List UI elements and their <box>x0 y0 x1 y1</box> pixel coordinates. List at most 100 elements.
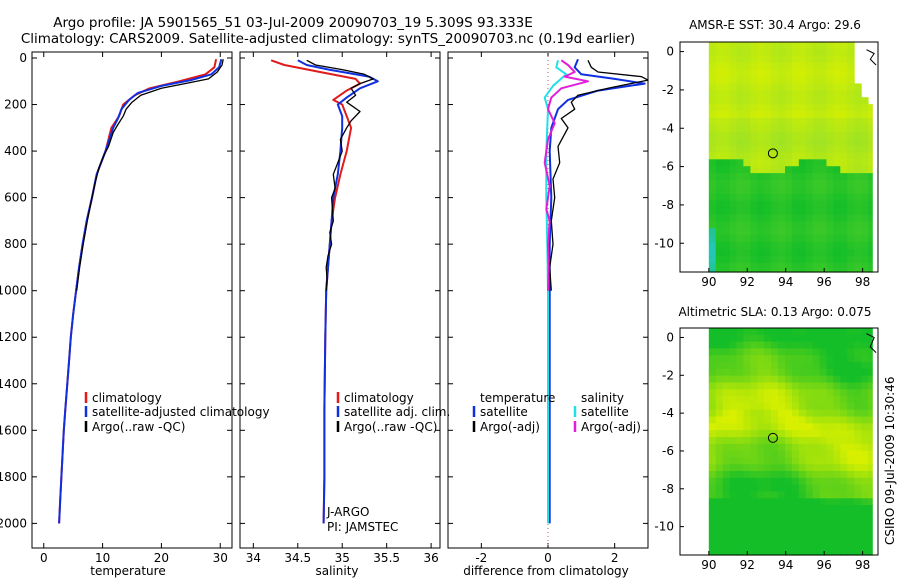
sst_map-cell <box>854 235 862 243</box>
sst_map-cell <box>798 180 807 188</box>
sst_map-cell <box>778 145 786 153</box>
sst_map-cell <box>847 76 855 84</box>
sla_map-cell <box>757 423 765 431</box>
sst_map-cell <box>722 180 731 188</box>
sla_map-cell <box>750 348 758 356</box>
sst_map-cell <box>791 111 800 119</box>
sla_map-cell <box>736 368 744 377</box>
sst_map-cell <box>757 111 765 119</box>
sla_map-cell <box>778 484 786 492</box>
sla_map-cell <box>708 552 717 556</box>
sla_map-cell <box>791 437 800 445</box>
sst_map-cell <box>722 228 731 236</box>
sst_map-cell <box>805 69 814 78</box>
sst_map-xtick-label: 90 <box>701 275 716 289</box>
sst_map-cell <box>868 221 873 229</box>
sla_map-cell <box>854 491 862 499</box>
sst_map-cell <box>722 152 731 160</box>
sla_map-cell <box>819 477 828 486</box>
sst_map-cell <box>854 228 862 236</box>
sla_map-cell <box>826 532 834 540</box>
sla_map-cell <box>722 430 731 438</box>
sst_map-cell <box>847 180 855 188</box>
sla_map-cell <box>791 355 800 363</box>
sst_map-cell <box>805 152 814 160</box>
sst_map-cell <box>708 83 717 91</box>
sst_map-cell <box>708 90 717 98</box>
sla_map-cell <box>715 511 724 520</box>
sst_map-cell <box>785 117 793 126</box>
sst_map-cell <box>819 262 828 271</box>
sla_map-cell <box>757 334 765 343</box>
sst_map-cell <box>708 76 717 84</box>
sla_map-cell <box>847 525 855 533</box>
sla_map-cell <box>757 464 765 472</box>
sla_map-cell <box>805 328 814 336</box>
sst_map-cell <box>868 249 873 257</box>
sla_map-cell <box>819 505 828 513</box>
credit-stamp: CSIRO 09-Jul-2009 10:30:46 <box>883 376 897 545</box>
sst_map-cell <box>812 207 821 216</box>
sla_map-cell <box>791 328 800 336</box>
sla_map-cell <box>757 437 765 445</box>
sst_map-cell <box>722 117 731 126</box>
sst_map-cell <box>722 235 731 243</box>
sla_map-cell <box>722 532 731 540</box>
sla_map-cell <box>798 389 807 397</box>
salinity-xlabel: salinity <box>315 564 358 578</box>
sla_map-cell <box>743 402 751 411</box>
sst_map-cell <box>805 193 814 202</box>
sst_map-cell <box>847 249 855 257</box>
sst_map-cell <box>826 104 834 112</box>
sla_map-ytick-label: 0 <box>666 330 674 344</box>
sla_map-cell <box>819 362 828 370</box>
sla_map-cell <box>819 430 828 438</box>
sst_map-cell <box>722 249 731 257</box>
sst_map-cell <box>785 228 793 236</box>
sst_map-cell <box>785 97 793 105</box>
sla_map-cell <box>791 396 800 404</box>
sla_map-cell <box>743 518 751 527</box>
sst_map-cell <box>736 255 744 264</box>
sla_map-cell <box>729 328 738 336</box>
sla_map-cell <box>819 450 828 458</box>
sst_map-cell <box>826 83 834 91</box>
sst_map-cell <box>750 173 758 181</box>
sla_map-cell <box>778 348 786 356</box>
sla_map-cell <box>736 402 744 411</box>
sst_map-cell <box>743 111 751 119</box>
sst_map-cell <box>729 76 738 84</box>
sst_map-cell <box>805 180 814 188</box>
sst_map-cell <box>764 242 772 250</box>
sla_map-cell <box>708 518 717 527</box>
sla_map-cell <box>785 423 793 431</box>
sst_map-cell <box>868 145 873 153</box>
sla_map-cell <box>743 375 751 384</box>
sla_map-cell <box>736 348 744 356</box>
sst_map-cell <box>708 152 717 160</box>
sst_map-cell <box>826 269 834 273</box>
sla_map-cell <box>757 525 765 533</box>
sla_map-cell <box>736 552 744 556</box>
sst_map-cell <box>785 173 793 181</box>
sla_map-cell <box>778 511 786 520</box>
sla_map-cell <box>764 498 772 506</box>
sst_map-cell <box>757 145 765 153</box>
sla_map-cell <box>826 545 834 554</box>
sla_map-cell <box>729 505 738 513</box>
salinity-annotation-pi: PI: JAMSTEC <box>327 520 398 534</box>
sst_map-cell <box>868 262 873 271</box>
sst_map-cell <box>708 180 717 188</box>
sla_map-cell <box>750 334 758 343</box>
sla_map-cell <box>819 355 828 363</box>
sla_map-cell <box>840 362 848 370</box>
sla_map-cell <box>743 484 751 492</box>
sla_map-cell <box>868 471 873 479</box>
sla_map-cell <box>812 545 821 554</box>
sst_map-cell <box>812 173 821 181</box>
sla_map-cell <box>729 443 738 452</box>
sla_map-cell <box>791 430 800 438</box>
sst_map-cell <box>771 180 779 188</box>
sst_map-cell <box>708 269 717 273</box>
sst_map-cell <box>868 242 873 250</box>
